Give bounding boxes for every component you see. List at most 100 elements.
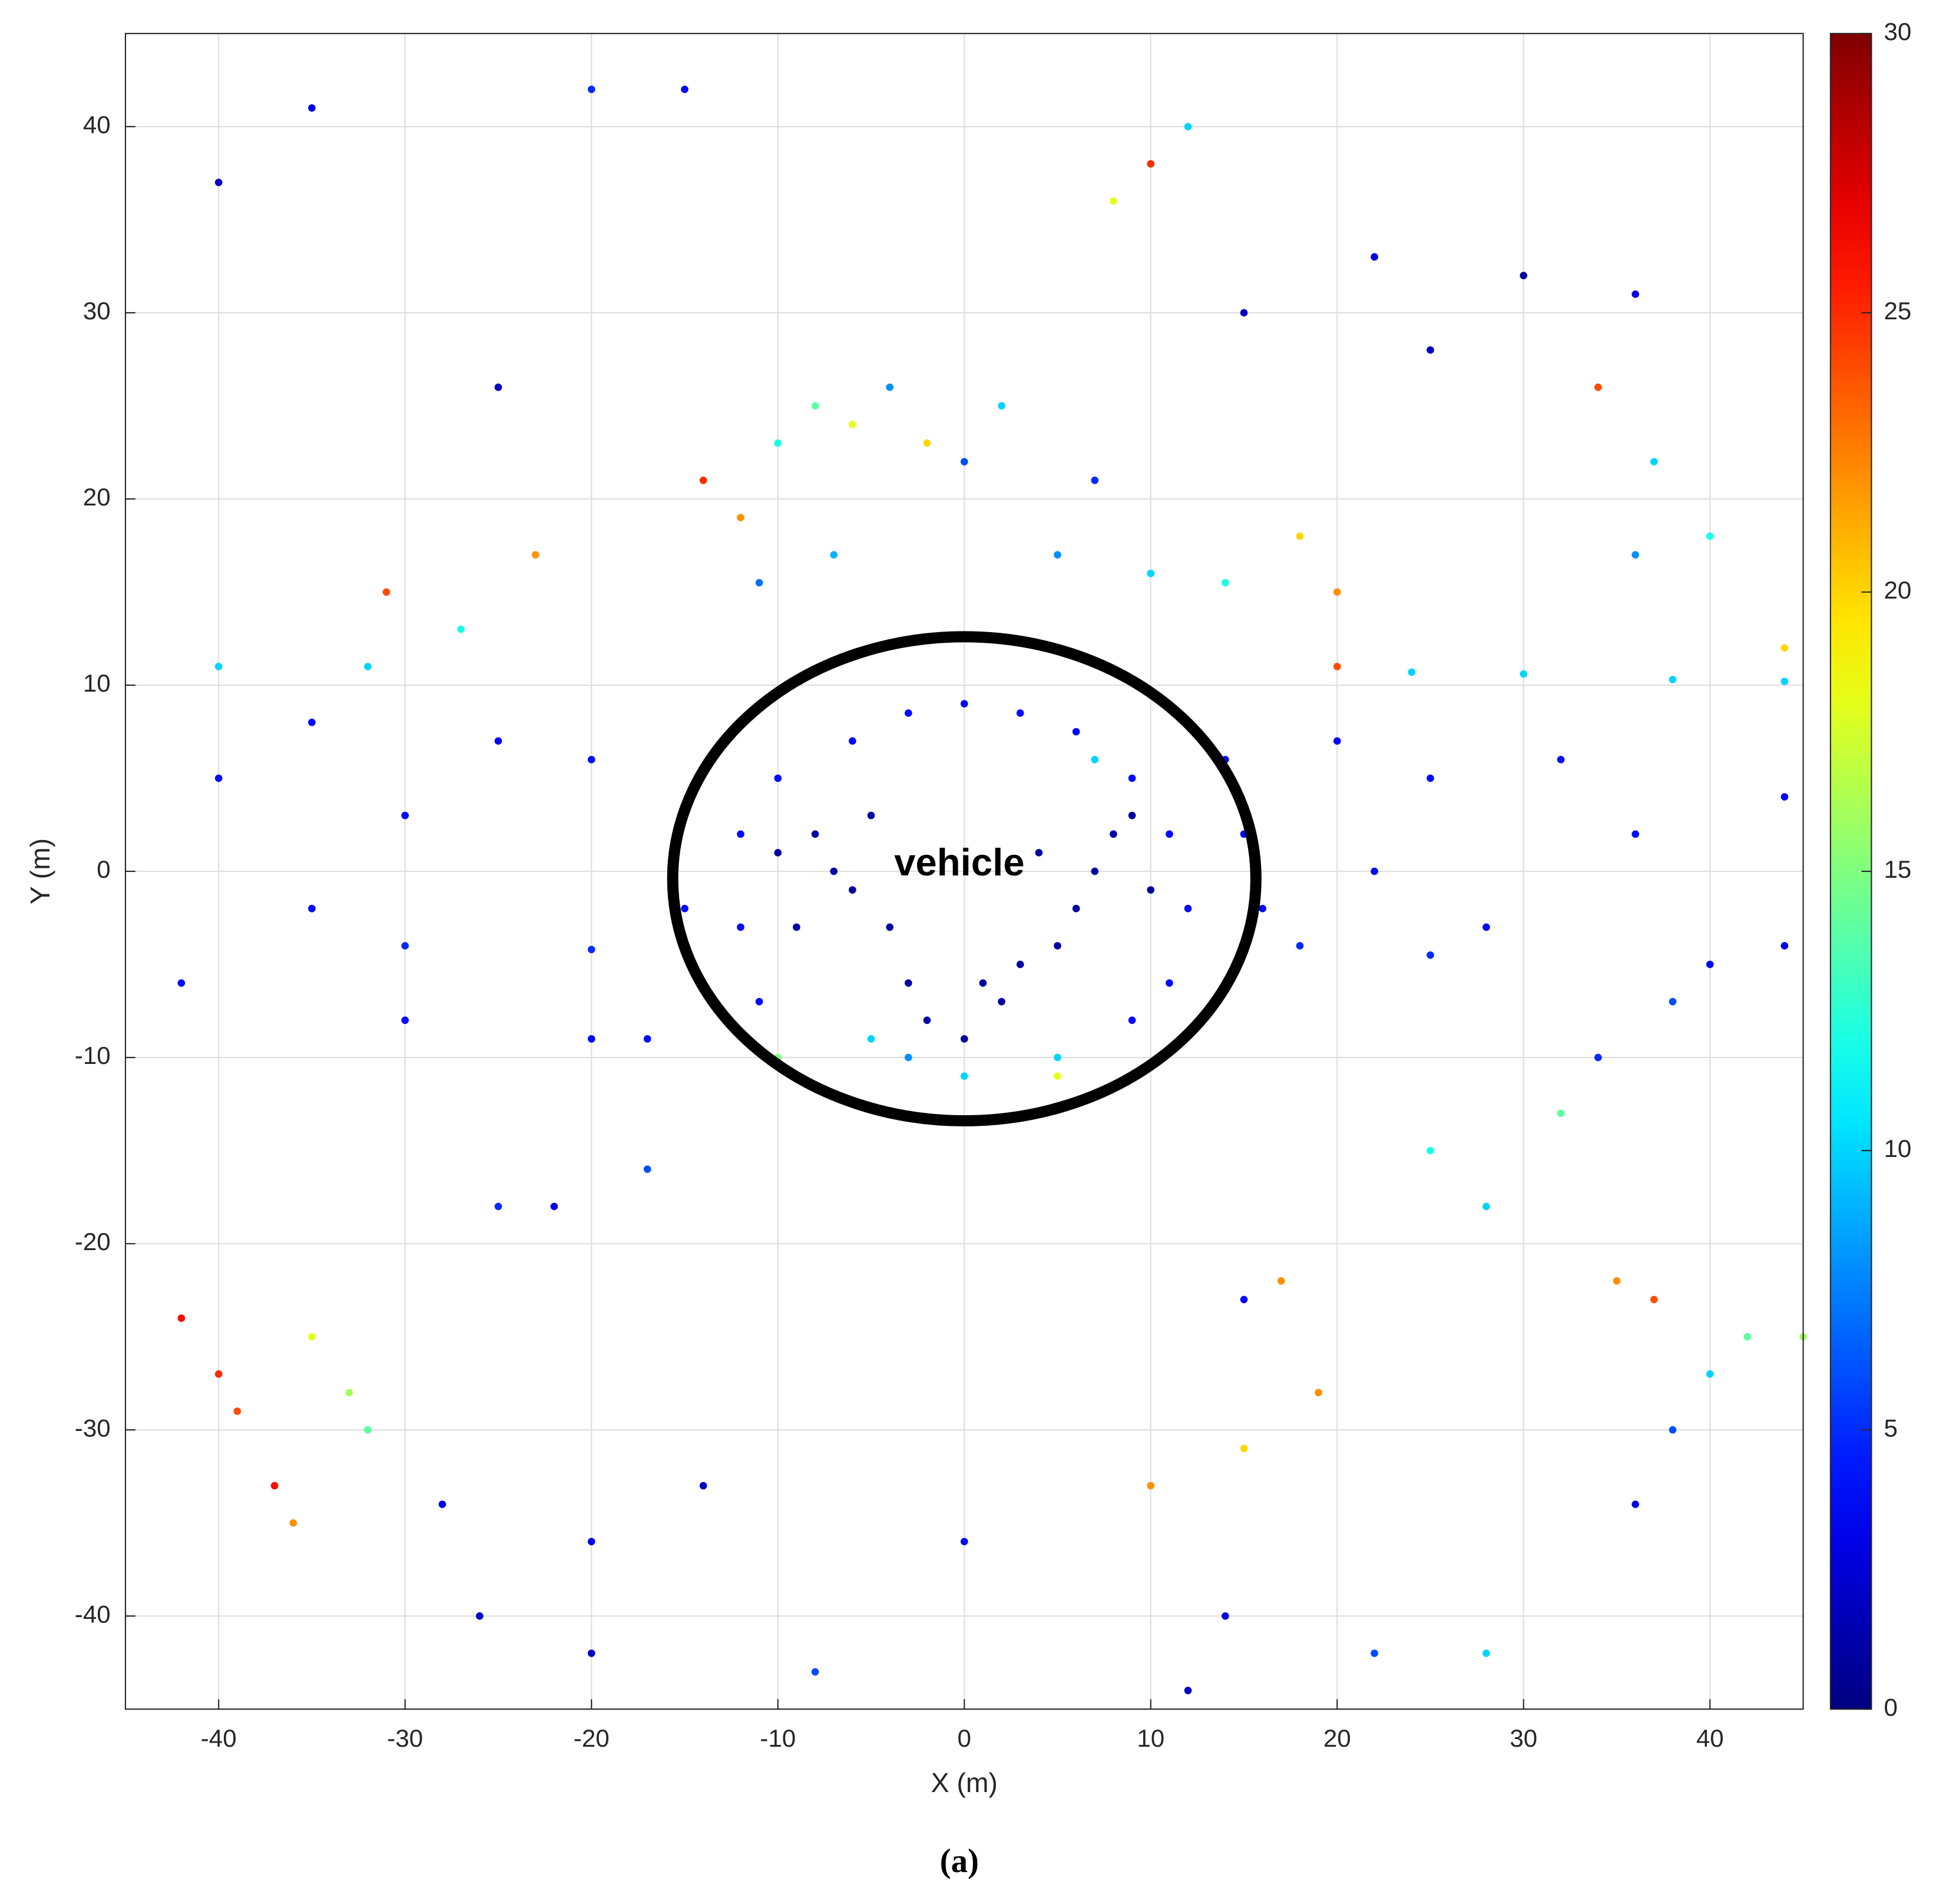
point [923, 1016, 931, 1024]
point [1110, 830, 1117, 838]
y-tick-label: 0 [97, 855, 110, 883]
point [1333, 737, 1341, 745]
x-tick-label: 0 [958, 1724, 971, 1752]
point [1482, 923, 1490, 931]
y-tick-label: 40 [83, 111, 111, 138]
colorbar-ticks: 0 5 10 15 20 25 30 [1861, 18, 1911, 1721]
x-tick-label: 20 [1323, 1724, 1351, 1752]
y-axis-label: Y (m) [25, 838, 55, 904]
point [1520, 272, 1528, 280]
point [1371, 867, 1378, 875]
point [401, 811, 409, 819]
point [1427, 774, 1434, 782]
point [643, 1165, 651, 1174]
point [1371, 253, 1378, 261]
grid [125, 33, 1803, 1710]
point [1128, 811, 1136, 819]
point [699, 477, 707, 484]
ticks: -40 -30 -20 -10 0 10 20 30 40 -40 -30 -20 -10 0 10 20 30… [75, 111, 1724, 1752]
y-tick-label: -10 [75, 1042, 111, 1069]
point [401, 1016, 409, 1024]
point [1780, 644, 1789, 652]
point [1072, 904, 1080, 913]
point [699, 1482, 707, 1490]
point [308, 718, 316, 726]
point [1557, 756, 1565, 763]
point [886, 384, 893, 391]
colorbar-tick-label: 30 [1884, 18, 1911, 45]
point [1315, 1389, 1322, 1397]
point [811, 402, 819, 410]
point [345, 1389, 353, 1397]
point [364, 663, 372, 670]
point [1408, 668, 1416, 676]
point [1072, 728, 1080, 736]
point [1296, 532, 1304, 540]
point [1147, 570, 1155, 577]
point [438, 1500, 446, 1508]
point [1594, 1053, 1602, 1062]
point [1296, 942, 1304, 950]
point [1631, 290, 1639, 298]
point [587, 946, 595, 954]
point [1650, 458, 1658, 466]
point [867, 1035, 875, 1043]
point [1706, 960, 1714, 968]
point [1128, 1016, 1136, 1024]
point [904, 709, 912, 717]
colorbar-tick-label: 20 [1884, 576, 1911, 604]
point [1054, 1072, 1061, 1080]
colorbar-tick-label: 0 [1884, 1693, 1897, 1721]
point [1222, 1612, 1229, 1620]
point [774, 849, 782, 857]
caption: (a) [940, 1843, 979, 1880]
point [1054, 1053, 1061, 1062]
point [1240, 309, 1248, 317]
point [774, 774, 782, 782]
point [1128, 774, 1136, 782]
point [904, 979, 912, 987]
point [214, 1370, 223, 1378]
point [1054, 551, 1061, 559]
point [867, 811, 875, 819]
point [1240, 1295, 1248, 1304]
x-tick-label: -40 [201, 1724, 237, 1752]
point [1743, 1333, 1751, 1341]
point [308, 904, 316, 913]
point [289, 1519, 297, 1527]
point [1780, 677, 1789, 686]
point [998, 997, 1005, 1006]
x-axis-label: X (m) [931, 1767, 998, 1798]
point [774, 439, 782, 447]
point [1333, 663, 1341, 670]
point [1147, 886, 1155, 894]
point [1557, 1109, 1565, 1118]
point [755, 997, 763, 1006]
point [1371, 1650, 1378, 1657]
point [849, 737, 856, 745]
point [681, 85, 689, 94]
point [494, 737, 502, 745]
point [1184, 123, 1192, 131]
point [960, 700, 968, 708]
point [755, 579, 763, 587]
point [681, 904, 689, 913]
y-tick-label: 20 [83, 483, 111, 511]
point [1482, 1650, 1490, 1657]
y-tick-label: -20 [75, 1228, 111, 1255]
point [1613, 1277, 1621, 1285]
point [1631, 830, 1639, 838]
point [587, 1035, 595, 1043]
point [1669, 676, 1677, 683]
point [587, 756, 595, 763]
point [1110, 197, 1117, 205]
point [643, 1035, 651, 1043]
y-tick-label: 10 [83, 669, 111, 697]
point [1780, 942, 1789, 950]
point [1240, 1444, 1248, 1453]
point [550, 1202, 558, 1211]
y-tick-label: -30 [75, 1414, 111, 1442]
x-tick-label: -20 [574, 1724, 610, 1752]
point [1222, 579, 1229, 587]
